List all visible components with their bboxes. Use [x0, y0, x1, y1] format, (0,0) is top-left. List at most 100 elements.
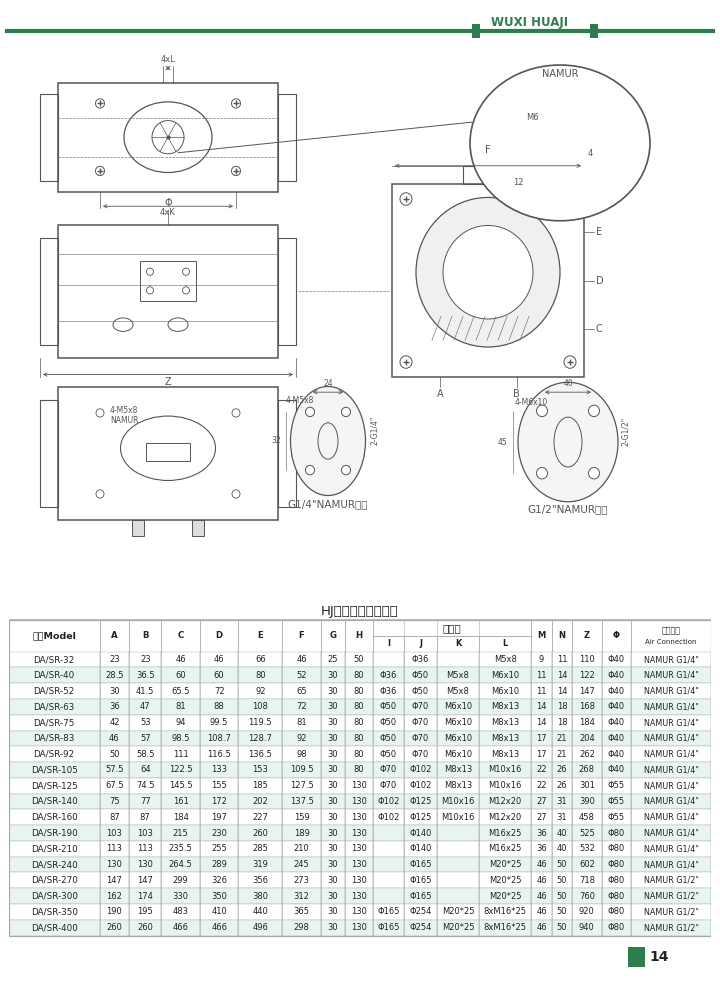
Bar [437, 889, 479, 904]
Bar [404, 762, 437, 778]
Bar [373, 920, 404, 936]
Text: M10x16: M10x16 [441, 813, 474, 822]
Bar [129, 730, 161, 746]
Bar [552, 793, 572, 809]
Text: 496: 496 [253, 923, 269, 932]
Text: 50: 50 [354, 655, 364, 665]
Bar [602, 730, 631, 746]
Bar [631, 730, 711, 746]
Text: 289: 289 [211, 860, 227, 869]
Text: M6x10: M6x10 [444, 734, 472, 743]
Text: 21: 21 [557, 750, 567, 759]
Text: NAMUR G1/2": NAMUR G1/2" [644, 923, 698, 932]
Bar [282, 825, 321, 840]
Bar [161, 825, 200, 840]
Text: Φ50: Φ50 [380, 734, 397, 743]
Bar [437, 730, 479, 746]
Bar [373, 652, 404, 667]
Text: 32: 32 [271, 436, 281, 445]
Bar [9, 840, 99, 856]
Text: M10x16: M10x16 [441, 797, 474, 806]
Text: M20*25: M20*25 [489, 876, 521, 885]
Text: 11: 11 [536, 686, 546, 696]
Bar [552, 667, 572, 683]
Text: 4-M6x10: 4-M6x10 [515, 398, 548, 407]
Bar [238, 856, 282, 873]
Text: 130: 130 [351, 781, 367, 790]
Bar [321, 699, 345, 715]
Text: 57.5: 57.5 [105, 766, 124, 775]
Bar [552, 873, 572, 889]
Text: 26: 26 [557, 766, 567, 775]
Bar [463, 166, 513, 185]
Bar [200, 920, 238, 936]
Bar [602, 683, 631, 699]
Text: J: J [419, 639, 422, 648]
Text: 92: 92 [297, 734, 307, 743]
Text: Φ80: Φ80 [608, 829, 625, 838]
Bar [9, 825, 99, 840]
Bar [200, 809, 238, 825]
Bar [572, 652, 601, 667]
Text: 920: 920 [579, 907, 595, 916]
Bar [552, 699, 572, 715]
Bar [572, 809, 601, 825]
Bar [345, 920, 373, 936]
Bar [572, 778, 601, 793]
Text: 27: 27 [536, 797, 547, 806]
Text: 22: 22 [536, 781, 546, 790]
Bar [238, 746, 282, 762]
Bar [282, 762, 321, 778]
Bar [129, 793, 161, 809]
Text: 153: 153 [253, 766, 269, 775]
Text: 264.5: 264.5 [168, 860, 192, 869]
Text: 30: 30 [328, 734, 338, 743]
Bar [278, 400, 296, 506]
Bar [345, 873, 373, 889]
Bar [238, 778, 282, 793]
Text: DA/SR-32: DA/SR-32 [34, 655, 75, 665]
Bar [373, 793, 404, 809]
Text: 130: 130 [351, 907, 367, 916]
Bar [572, 873, 601, 889]
Bar [602, 825, 631, 840]
Bar [200, 746, 238, 762]
Text: 4xL: 4xL [161, 55, 176, 64]
Text: Φ40: Φ40 [608, 750, 625, 759]
Bar [602, 699, 631, 715]
Bar [631, 904, 711, 920]
Text: M12x20: M12x20 [489, 813, 522, 822]
Text: 4-M5x8: 4-M5x8 [286, 395, 315, 405]
Text: 67.5: 67.5 [105, 781, 124, 790]
Text: 380: 380 [253, 892, 269, 900]
Text: 65: 65 [297, 686, 307, 696]
Text: Φ70: Φ70 [412, 719, 429, 727]
Bar [9, 778, 99, 793]
Bar [552, 762, 572, 778]
Text: 24: 24 [323, 379, 333, 388]
Bar [238, 683, 282, 699]
Bar [373, 778, 404, 793]
Bar [129, 889, 161, 904]
Bar [345, 699, 373, 715]
Text: Φ254: Φ254 [410, 907, 432, 916]
Text: 87: 87 [109, 813, 120, 822]
Text: 136.5: 136.5 [248, 750, 272, 759]
Bar [129, 840, 161, 856]
Bar [404, 699, 437, 715]
Text: M6x10: M6x10 [444, 750, 472, 759]
Bar [437, 920, 479, 936]
Bar [631, 856, 711, 873]
Bar [161, 904, 200, 920]
Text: 14: 14 [557, 670, 567, 680]
Text: 458: 458 [579, 813, 595, 822]
Circle shape [536, 468, 547, 479]
Bar [373, 636, 404, 652]
Bar [99, 920, 129, 936]
Text: 255: 255 [211, 844, 227, 853]
Text: 60: 60 [175, 670, 186, 680]
Bar [200, 620, 238, 652]
Text: M12x20: M12x20 [489, 797, 522, 806]
Text: K: K [455, 639, 462, 648]
Bar [552, 746, 572, 762]
